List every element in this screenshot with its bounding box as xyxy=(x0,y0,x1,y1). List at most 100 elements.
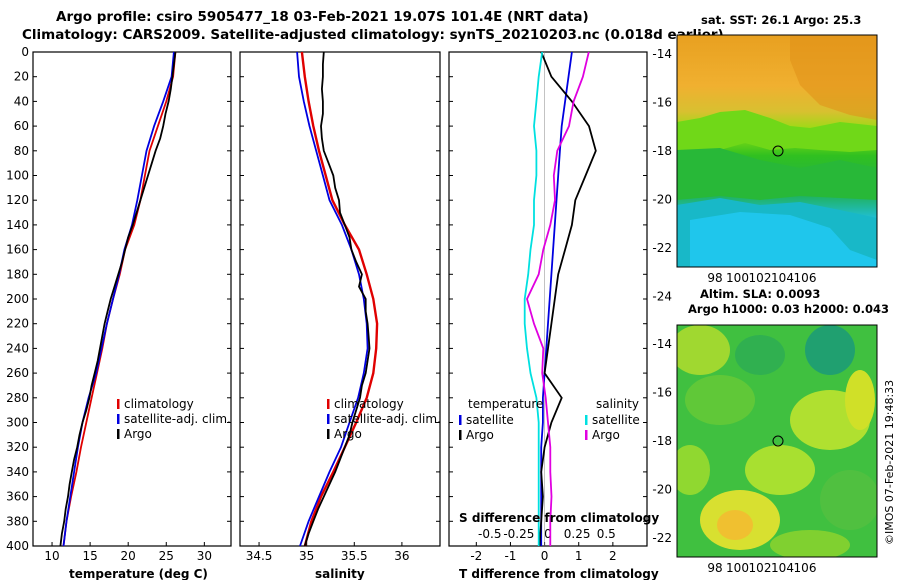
x-tick-label: 10 xyxy=(44,549,59,563)
x-tick-label: -1 xyxy=(504,549,516,563)
map-lon-tick: 98 xyxy=(707,561,722,575)
depth-tick-label: 60 xyxy=(14,119,29,133)
temperature-plot: 10 15 20 25 30 xyxy=(44,51,212,563)
legend-swatch xyxy=(459,415,462,425)
difference-xlabel: T difference from climatology xyxy=(459,567,659,580)
depth-tick-label: 200 xyxy=(6,292,29,306)
difference-panel xyxy=(448,51,648,547)
difference-plot: -2 -1 0 1 2 -0.5 -0.25 0 0.25 0.5 xyxy=(470,51,617,563)
depth-tick-label: 20 xyxy=(14,70,29,84)
map-lat-tick: -14 xyxy=(652,337,672,351)
x-tick-label: 20 xyxy=(121,549,136,563)
x-tick-label: -2 xyxy=(470,549,482,563)
salinity-panel xyxy=(239,51,441,547)
depth-tick-label: 240 xyxy=(6,341,29,355)
imos-timestamp: ©IMOS 07-Feb-2021 19:48:33 xyxy=(883,379,896,545)
depth-tick-label: 40 xyxy=(14,94,29,108)
x-tick-label: 25 xyxy=(159,549,174,563)
map-lon-tick: 100 xyxy=(726,561,749,575)
legend-swatch xyxy=(327,414,330,424)
legend-swatch xyxy=(585,430,588,440)
legend-label: satellite xyxy=(466,413,514,427)
map-lat-tick: -20 xyxy=(652,193,672,207)
map-lon-tick: 104 xyxy=(771,271,794,285)
legend-swatch xyxy=(459,430,462,440)
salinity-plot: 34.5 35 35.5 36 xyxy=(246,51,410,563)
top-tick-label: -0.5 xyxy=(478,527,501,541)
sst-map-title: sat. SST: 26.1 Argo: 25.3 xyxy=(701,13,861,27)
x-tick-label: 0 xyxy=(541,549,549,563)
map-lon-tick: 102 xyxy=(749,271,772,285)
series-t-satellite xyxy=(540,51,573,546)
map-lat-tick: -22 xyxy=(652,531,672,545)
x-tick-label: 1 xyxy=(575,549,583,563)
map-lon-tick: 106 xyxy=(794,271,817,285)
x-tick-label: 35 xyxy=(299,549,314,563)
map-lon-tick: 100 xyxy=(726,271,749,285)
legend-title-salinity: salinity xyxy=(596,397,639,411)
temperature-xlabel: temperature (deg C) xyxy=(69,567,208,580)
map-lat-tick: -16 xyxy=(652,386,672,400)
map-lon-tick: 104 xyxy=(771,561,794,575)
map-lon-tick: 98 xyxy=(707,271,722,285)
x-tick-label: 35.5 xyxy=(341,549,368,563)
temperature-panel xyxy=(32,51,232,547)
legend-swatch xyxy=(327,429,330,439)
depth-axis: 0 20 40 60 80 100 120 140 160 180 200 220 240 260 280 3… xyxy=(6,45,647,553)
figure-title-line1: Argo profile: csiro 5905477_18 03-Feb-20… xyxy=(56,9,589,25)
depth-tick-label: 260 xyxy=(6,366,29,380)
depth-tick-label: 320 xyxy=(6,440,29,454)
legend-swatch xyxy=(585,415,588,425)
depth-tick-label: 100 xyxy=(6,169,29,183)
series-s-argo xyxy=(526,51,590,546)
depth-tick-label: 280 xyxy=(6,391,29,405)
depth-tick-label: 400 xyxy=(6,539,29,553)
difference-top-label: S difference from climatology xyxy=(459,511,659,525)
map-lat-tick: -16 xyxy=(652,96,672,110)
sst-argo-location-marker xyxy=(772,145,784,157)
legend-label: satellite-adj. clim. xyxy=(334,412,441,426)
x-tick-label: 2 xyxy=(609,549,617,563)
figure-title-line2: Climatology: CARS2009. Satellite-adjuste… xyxy=(22,27,724,43)
map-lat-tick: -20 xyxy=(652,483,672,497)
map-lat-tick: -18 xyxy=(652,434,672,448)
series-t-argo xyxy=(538,51,597,547)
depth-tick-label: 380 xyxy=(6,514,29,528)
series-satellite-adj-clim- xyxy=(296,51,369,547)
top-tick-label: -0.25 xyxy=(503,527,534,541)
legend-label: climatology xyxy=(334,397,404,411)
legend-label: Argo xyxy=(466,428,494,442)
depth-tick-label: 300 xyxy=(6,416,29,430)
legend-label: Argo xyxy=(124,427,152,441)
map-lat-tick: -18 xyxy=(652,144,672,158)
depth-tick-label: 0 xyxy=(21,45,29,59)
depth-tick-label: 180 xyxy=(6,267,29,281)
series-climatology xyxy=(300,51,379,547)
depth-tick-label: 140 xyxy=(6,218,29,232)
legend-label: satellite xyxy=(592,413,640,427)
depth-tick-label: 360 xyxy=(6,490,29,504)
legend-label: Argo xyxy=(592,428,620,442)
legend-swatch xyxy=(117,399,120,409)
top-tick-label: 0 xyxy=(544,527,552,541)
depth-tick-label: 80 xyxy=(14,144,29,158)
legend-label: Argo xyxy=(334,427,362,441)
depth-tick-label: 340 xyxy=(6,465,29,479)
sst-map-image xyxy=(677,35,877,267)
series-argo xyxy=(59,51,177,547)
legend-title-temperature: temperature xyxy=(468,397,543,411)
sst-map-axes: -14 -16 -18 -20 -22 -24 98 100 102 104 106 xyxy=(652,47,816,304)
difference-legend: temperature salinitysatelliteArgosatellit… xyxy=(459,397,640,442)
legend-label: climatology xyxy=(124,397,194,411)
sla-map-title-line2: Argo h1000: 0.03 h2000: 0.043 xyxy=(688,302,889,316)
legend-label: satellite-adj. clim. xyxy=(124,412,231,426)
top-tick-label: 0.5 xyxy=(597,527,616,541)
depth-tick-label: 160 xyxy=(6,243,29,257)
map-lat-tick: -14 xyxy=(652,47,672,61)
depth-tick-label: 220 xyxy=(6,317,29,331)
legend-swatch xyxy=(117,429,120,439)
